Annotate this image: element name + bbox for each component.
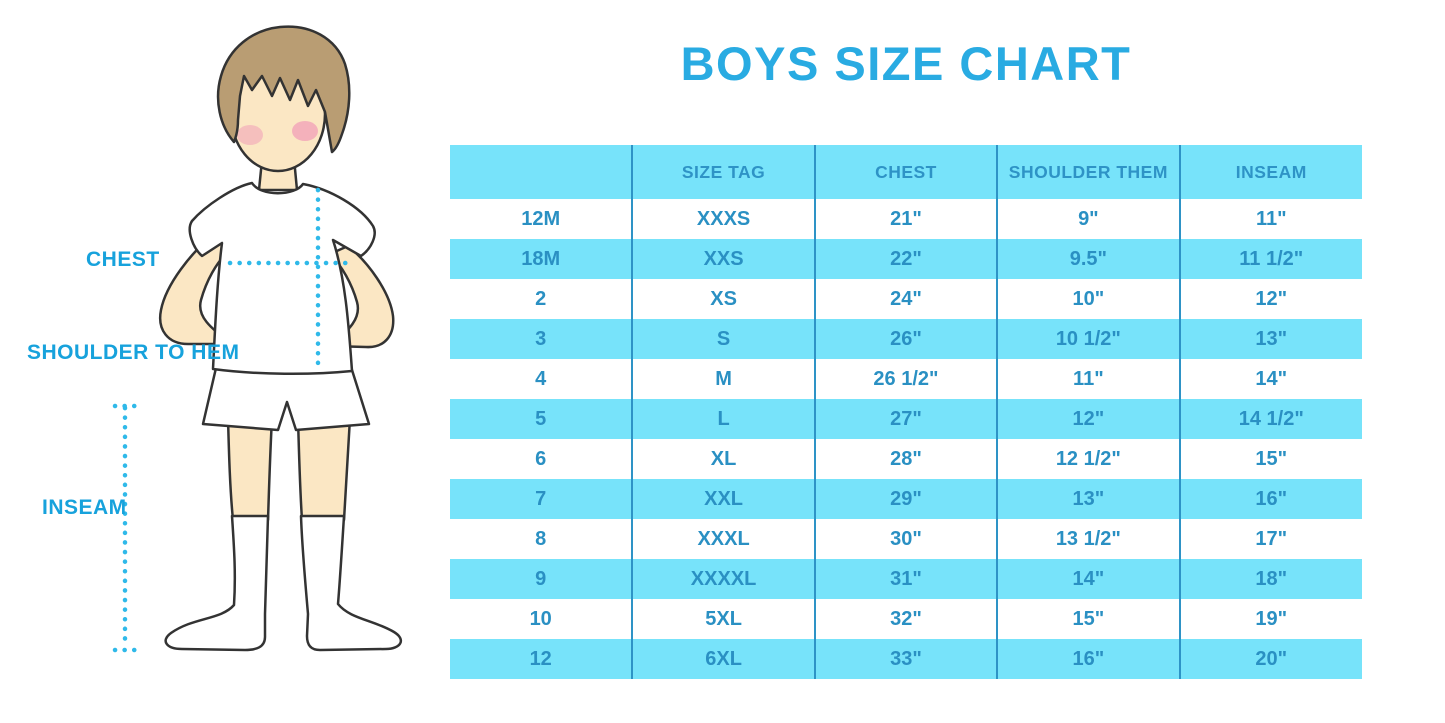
measurement-value-cell: 11" (996, 359, 1180, 399)
table-row: 10 5XL 32" 15" 19" (450, 599, 1362, 639)
measurement-value-cell: 14" (996, 559, 1180, 599)
page-title: BOYS SIZE CHART (680, 37, 1132, 90)
measurement-value-cell: 22" (813, 239, 998, 279)
measurement-value-cell: 12" (1178, 279, 1362, 319)
boy-left-arm (158, 234, 234, 346)
measurement-value-cell: XL (631, 439, 815, 479)
measurement-value-cell: XXS (631, 239, 815, 279)
measurement-value-cell: 19" (1178, 599, 1362, 639)
boy-right-arm (328, 244, 395, 349)
boy-shorts (201, 366, 371, 432)
measurement-value-cell: M (631, 359, 815, 399)
measurement-value-cell: 31" (813, 559, 998, 599)
measurement-value-cell: 13" (996, 479, 1180, 519)
blush-right-cheek (292, 121, 318, 141)
measurement-value-cell: 33" (813, 639, 998, 679)
measurement-value-cell: 16" (996, 639, 1180, 679)
table-row: 2 XS 24" 10" 12" (450, 279, 1362, 319)
size-label-cell: 4 (450, 359, 633, 399)
blush-left-cheek (237, 125, 263, 145)
table-row: 12 6XL 33" 16" 20" (450, 639, 1362, 679)
size-chart-table: SIZE TAG CHEST SHOULDER THEM INSEAM 12M XXXS… (450, 145, 1362, 679)
measurement-value-cell: XS (631, 279, 815, 319)
size-label-cell: 5 (450, 399, 633, 439)
measurement-value-cell: S (631, 319, 815, 359)
measurement-value-cell: 15" (996, 599, 1180, 639)
size-label-cell: 6 (450, 439, 633, 479)
measurement-value-cell: 24" (813, 279, 998, 319)
boy-hair (216, 25, 351, 154)
measurement-value-cell: 21" (813, 199, 998, 239)
measurement-value-cell: 12 1/2" (996, 439, 1180, 479)
measurement-value-cell: XXXS (631, 199, 815, 239)
measurement-value-cell: 14 1/2" (1178, 399, 1362, 439)
column-header: SHOULDER THEM (996, 145, 1180, 199)
measurement-value-cell: 20" (1178, 639, 1362, 679)
measurement-value-cell: 26 1/2" (813, 359, 998, 399)
table-row: 3 S 26" 10 1/2" 13" (450, 319, 1362, 359)
measurement-value-cell: 11 1/2" (1178, 239, 1362, 279)
size-label-cell: 7 (450, 479, 633, 519)
size-label-cell: 18M (450, 239, 633, 279)
measurement-value-cell: 12" (996, 399, 1180, 439)
size-label-cell: 2 (450, 279, 633, 319)
inseam-measurement-label: INSEAM (42, 496, 127, 519)
measurement-value-cell: 27" (813, 399, 998, 439)
measurement-value-cell: 9.5" (996, 239, 1180, 279)
column-header: SIZE TAG (631, 145, 815, 199)
measurement-value-cell: 15" (1178, 439, 1362, 479)
measurement-value-cell: XXXL (631, 519, 815, 559)
table-row: 5 L 27" 12" 14 1/2" (450, 399, 1362, 439)
table-row: 6 XL 28" 12 1/2" 15" (450, 439, 1362, 479)
size-label-cell: 12M (450, 199, 633, 239)
measurement-value-cell: 13 1/2" (996, 519, 1180, 559)
measurement-value-cell: 18" (1178, 559, 1362, 599)
measurement-value-cell: 6XL (631, 639, 815, 679)
measurement-value-cell: 5XL (631, 599, 815, 639)
size-label-cell: 12 (450, 639, 633, 679)
table-row: 9 XXXXL 31" 14" 18" (450, 559, 1362, 599)
measurement-value-cell: XXXXL (631, 559, 815, 599)
measurement-value-cell: 11" (1178, 199, 1362, 239)
measurement-value-cell: 9" (996, 199, 1180, 239)
boy-tshirt (188, 181, 376, 376)
measurement-value-cell: 13" (1178, 319, 1362, 359)
boy-illustration (112, 25, 403, 653)
table-row: 18M XXS 22" 9.5" 11 1/2" (450, 239, 1362, 279)
size-label-cell: 10 (450, 599, 633, 639)
boy-left-leg (226, 416, 274, 522)
measurement-value-cell: 26" (813, 319, 998, 359)
chest-measurement-label: CHEST (86, 248, 160, 271)
measurement-value-cell: 29" (813, 479, 998, 519)
measurement-value-cell: 17" (1178, 519, 1362, 559)
column-header: INSEAM (1178, 145, 1362, 199)
table-header-row: SIZE TAG CHEST SHOULDER THEM INSEAM (450, 145, 1362, 199)
table-row: 8 XXXL 30" 13 1/2" 17" (450, 519, 1362, 559)
table-row: 4 M 26 1/2" 11" 14" (450, 359, 1362, 399)
size-label-cell: 8 (450, 519, 633, 559)
shoulder-to-hem-measurement-label: SHOULDER TO HEM (27, 341, 240, 364)
boy-left-sock (164, 514, 270, 652)
measurement-value-cell: 28" (813, 439, 998, 479)
measurement-value-cell: 10" (996, 279, 1180, 319)
measurement-value-cell: 10 1/2" (996, 319, 1180, 359)
boy-right-sock (299, 514, 403, 652)
column-header: CHEST (813, 145, 998, 199)
column-header-size (450, 145, 633, 199)
measurement-value-cell: 30" (813, 519, 998, 559)
measurement-value-cell: XXL (631, 479, 815, 519)
size-label-cell: 9 (450, 559, 633, 599)
table-row: 7 XXL 29" 13" 16" (450, 479, 1362, 519)
measurement-value-cell: 16" (1178, 479, 1362, 519)
measurement-value-cell: 14" (1178, 359, 1362, 399)
table-row: 12M XXXS 21" 9" 11" (450, 199, 1362, 239)
boy-right-leg (296, 416, 352, 522)
measurement-value-cell: 32" (813, 599, 998, 639)
size-label-cell: 3 (450, 319, 633, 359)
measurement-value-cell: L (631, 399, 815, 439)
